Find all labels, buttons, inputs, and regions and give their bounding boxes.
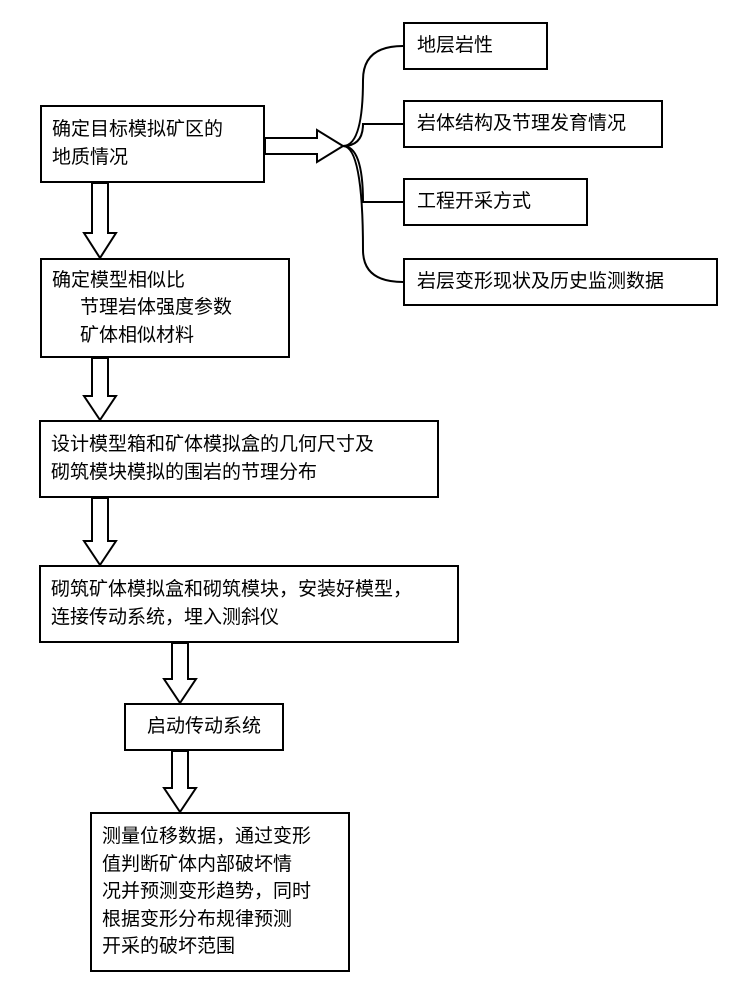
arrow-s3-s4 <box>80 498 120 565</box>
step-2-line2: 节理岩体强度参数 <box>52 294 278 322</box>
step-6-line2: 值判断矿体内部破坏情 <box>102 851 338 879</box>
branch-bracket <box>343 20 413 300</box>
branch-box-4: 岩层变形现状及历史监测数据 <box>403 258 718 306</box>
branch-label-4: 岩层变形现状及历史监测数据 <box>417 268 704 296</box>
arrow-s4-s5 <box>160 643 200 703</box>
step-1-box: 确定目标模拟矿区的 地质情况 <box>40 105 265 183</box>
step-3-line1: 设计模型箱和矿体模拟盒的几何尺寸及 <box>51 431 427 459</box>
step-1-line1: 确定目标模拟矿区的 <box>52 116 253 144</box>
step-1-line2: 地质情况 <box>52 144 253 172</box>
arrow-s1-s2 <box>80 183 120 258</box>
branch-box-2: 岩体结构及节理发育情况 <box>403 100 663 148</box>
branch-label-2: 岩体结构及节理发育情况 <box>417 110 649 138</box>
step-6-line3: 况并预测变形趋势，同时 <box>102 878 338 906</box>
branch-label-3: 工程开采方式 <box>417 188 574 216</box>
branch-box-3: 工程开采方式 <box>403 178 588 226</box>
step-5-label: 启动传动系统 <box>147 713 261 741</box>
arrow-s5-s6 <box>160 751 200 812</box>
arrow-s1-branch <box>265 126 343 166</box>
step-5-box: 启动传动系统 <box>124 703 284 751</box>
step-3-line2: 砌筑模块模拟的围岩的节理分布 <box>51 459 427 487</box>
step-2-line3: 矿体相似材料 <box>52 322 278 350</box>
step-6-box: 测量位移数据，通过变形 值判断矿体内部破坏情 况并预测变形趋势，同时 根据变形分… <box>90 812 350 972</box>
step-2-line1: 确定模型相似比 <box>52 267 278 295</box>
step-6-line5: 开采的破坏范围 <box>102 933 338 961</box>
step-3-box: 设计模型箱和矿体模拟盒的几何尺寸及 砌筑模块模拟的围岩的节理分布 <box>39 420 439 498</box>
arrow-s2-s3 <box>80 358 120 420</box>
flowchart-container: 地层岩性 岩体结构及节理发育情况 工程开采方式 岩层变形现状及历史监测数据 确定… <box>0 0 735 1000</box>
step-4-line1: 砌筑矿体模拟盒和砌筑模块，安装好模型， <box>51 576 447 604</box>
step-6-line4: 根据变形分布规律预测 <box>102 906 338 934</box>
step-6-line1: 测量位移数据，通过变形 <box>102 823 338 851</box>
branch-box-1: 地层岩性 <box>403 22 548 70</box>
step-4-box: 砌筑矿体模拟盒和砌筑模块，安装好模型， 连接传动系统，埋入测斜仪 <box>39 565 459 643</box>
branch-label-1: 地层岩性 <box>417 32 534 60</box>
step-2-box: 确定模型相似比 节理岩体强度参数 矿体相似材料 <box>40 258 290 358</box>
step-4-line2: 连接传动系统，埋入测斜仪 <box>51 604 447 632</box>
